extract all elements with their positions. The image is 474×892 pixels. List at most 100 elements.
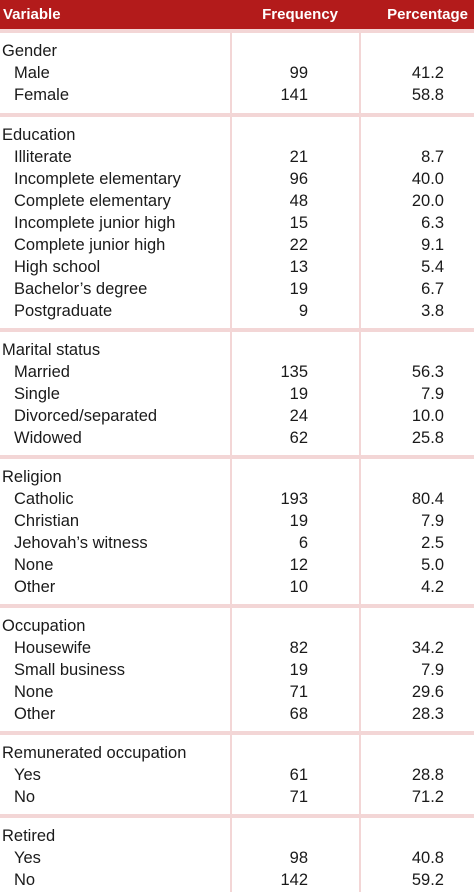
row-label: Complete elementary bbox=[14, 192, 171, 210]
row-percentage: 20.0 bbox=[411, 192, 444, 210]
row-label: Catholic bbox=[14, 490, 74, 508]
row-frequency: 19 bbox=[289, 512, 308, 530]
section-separator bbox=[0, 113, 474, 117]
table-row: No 142 59.2 bbox=[0, 869, 474, 891]
row-frequency: 13 bbox=[289, 258, 308, 276]
row-label: Single bbox=[14, 385, 60, 403]
table-row: Bachelor’s degree 19 6.7 bbox=[0, 278, 474, 300]
row-percentage: 34.2 bbox=[411, 639, 444, 657]
row-label: Yes bbox=[14, 849, 41, 867]
row-percentage: 28.3 bbox=[411, 705, 444, 723]
row-frequency: 62 bbox=[289, 429, 308, 447]
row-frequency: 61 bbox=[289, 766, 308, 784]
row-frequency: 24 bbox=[289, 407, 308, 425]
table-row: Incomplete elementary 96 40.0 bbox=[0, 168, 474, 190]
row-percentage: 6.7 bbox=[421, 280, 444, 298]
row-percentage: 40.0 bbox=[411, 170, 444, 188]
row-percentage: 2.5 bbox=[421, 534, 444, 552]
section: Occupation Housewife 82 34.2 Small business 1… bbox=[0, 615, 474, 725]
column-divider bbox=[359, 29, 361, 892]
section-title-row: Education bbox=[0, 124, 474, 146]
row-percentage: 29.6 bbox=[411, 683, 444, 701]
row-frequency: 21 bbox=[289, 148, 308, 166]
row-percentage: 10.0 bbox=[411, 407, 444, 425]
row-percentage: 25.8 bbox=[411, 429, 444, 447]
table-row: Complete elementary 48 20.0 bbox=[0, 190, 474, 212]
row-label: Other bbox=[14, 705, 56, 723]
row-label: Postgraduate bbox=[14, 302, 113, 320]
row-percentage: 3.8 bbox=[421, 302, 444, 320]
row-label: Jehovah’s witness bbox=[14, 534, 148, 552]
row-frequency: 82 bbox=[289, 639, 308, 657]
row-percentage: 9.1 bbox=[421, 236, 444, 254]
table-row: Illiterate 21 8.7 bbox=[0, 146, 474, 168]
section-title: Religion bbox=[2, 468, 62, 486]
row-label: No bbox=[14, 788, 36, 806]
row-percentage: 7.9 bbox=[421, 661, 444, 679]
row-frequency: 19 bbox=[289, 280, 308, 298]
row-frequency: 71 bbox=[289, 788, 308, 806]
section-title: Education bbox=[2, 126, 76, 144]
section-title-row: Religion bbox=[0, 466, 474, 488]
section-title: Marital status bbox=[2, 341, 101, 359]
row-frequency: 99 bbox=[289, 64, 308, 82]
row-label: High school bbox=[14, 258, 101, 276]
table-row: Female 141 58.8 bbox=[0, 84, 474, 106]
row-percentage: 4.2 bbox=[421, 578, 444, 596]
row-percentage: 7.9 bbox=[421, 512, 444, 530]
table-row: No 71 71.2 bbox=[0, 786, 474, 808]
table-row: Complete junior high 22 9.1 bbox=[0, 234, 474, 256]
table-row: Postgraduate 9 3.8 bbox=[0, 300, 474, 322]
header-frequency: Frequency bbox=[262, 6, 338, 23]
row-frequency: 98 bbox=[289, 849, 308, 867]
section-title-row: Retired bbox=[0, 825, 474, 847]
row-percentage: 56.3 bbox=[411, 363, 444, 381]
row-frequency: 71 bbox=[289, 683, 308, 701]
section-title-row: Marital status bbox=[0, 339, 474, 361]
row-label: Male bbox=[14, 64, 50, 82]
row-frequency: 68 bbox=[289, 705, 308, 723]
row-percentage: 5.0 bbox=[421, 556, 444, 574]
table-row: Yes 61 28.8 bbox=[0, 764, 474, 786]
section-separator bbox=[0, 731, 474, 735]
row-frequency: 141 bbox=[280, 86, 308, 104]
row-label: Housewife bbox=[14, 639, 92, 657]
table-row: Other 10 4.2 bbox=[0, 576, 474, 598]
row-percentage: 7.9 bbox=[421, 385, 444, 403]
table-row: Catholic 193 80.4 bbox=[0, 488, 474, 510]
section: Remunerated occupation Yes 61 28.8 No 71 71.2 bbox=[0, 742, 474, 808]
section-separator bbox=[0, 814, 474, 818]
row-label: None bbox=[14, 556, 54, 574]
row-label: Christian bbox=[14, 512, 80, 530]
table-row: Single 19 7.9 bbox=[0, 383, 474, 405]
row-label: Female bbox=[14, 86, 70, 104]
row-frequency: 15 bbox=[289, 214, 308, 232]
row-frequency: 193 bbox=[280, 490, 308, 508]
row-percentage: 8.7 bbox=[421, 148, 444, 166]
table-row: None 12 5.0 bbox=[0, 554, 474, 576]
row-percentage: 71.2 bbox=[411, 788, 444, 806]
section-separator bbox=[0, 29, 474, 33]
section-title: Gender bbox=[2, 42, 58, 60]
row-label: Incomplete elementary bbox=[14, 170, 181, 188]
row-frequency: 22 bbox=[289, 236, 308, 254]
row-label: Incomplete junior high bbox=[14, 214, 176, 232]
table-row: Widowed 62 25.8 bbox=[0, 427, 474, 449]
row-percentage: 5.4 bbox=[421, 258, 444, 276]
row-label: Yes bbox=[14, 766, 41, 784]
row-frequency: 135 bbox=[280, 363, 308, 381]
column-divider bbox=[230, 29, 232, 892]
row-frequency: 6 bbox=[298, 534, 308, 552]
section-separator bbox=[0, 604, 474, 608]
row-frequency: 19 bbox=[289, 385, 308, 403]
section-separator bbox=[0, 328, 474, 332]
row-label: Widowed bbox=[14, 429, 82, 447]
section: Retired Yes 98 40.8 No 142 59.2 bbox=[0, 825, 474, 891]
section-title: Retired bbox=[2, 827, 56, 845]
table-row: Christian 19 7.9 bbox=[0, 510, 474, 532]
section: Gender Male 99 41.2 Female 141 58.8 bbox=[0, 40, 474, 106]
section: Education Illiterate 21 8.7 Incomplete eleme… bbox=[0, 124, 474, 322]
section-title-row: Gender bbox=[0, 40, 474, 62]
row-percentage: 59.2 bbox=[411, 871, 444, 889]
